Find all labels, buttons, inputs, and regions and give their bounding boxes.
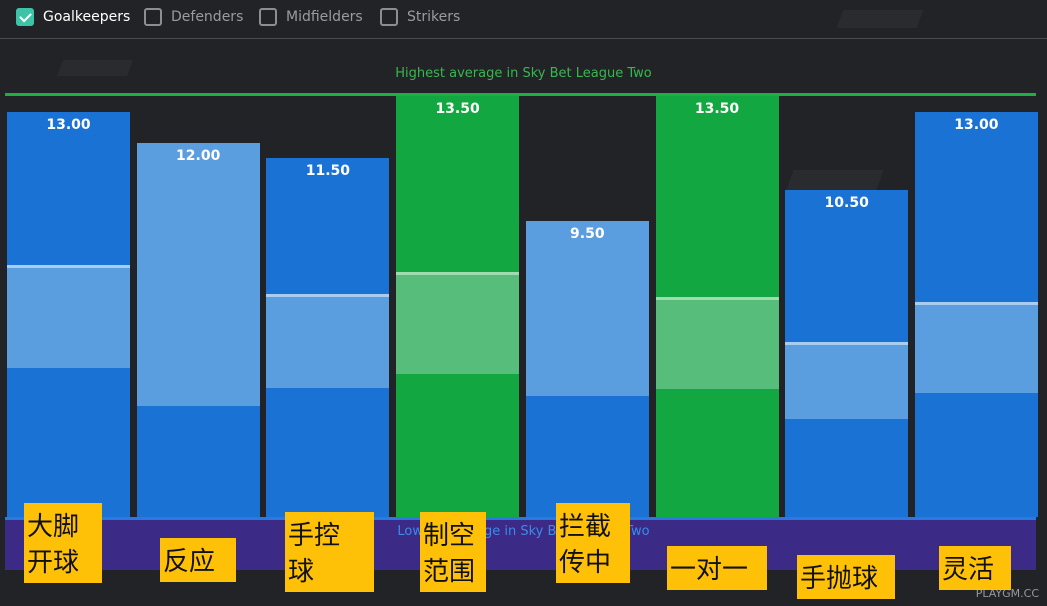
bar-6[interactable]: 13.50: [655, 96, 779, 517]
position-filter-bar: Goalkeepers Defenders Midfielders Strike…: [0, 0, 1047, 39]
bar-separator: [7, 264, 130, 268]
bar-top-segment: [7, 111, 130, 265]
attribute-label-line: 一对一: [670, 555, 749, 585]
bar-mid-segment: [655, 297, 779, 389]
attribute-label-4: 制空 范围: [420, 512, 486, 592]
filter-strikers[interactable]: Strikers: [380, 6, 460, 28]
bar-mid-segment: [7, 264, 130, 368]
bar-base-segment: [525, 396, 649, 517]
bar-separator: [396, 272, 520, 275]
bar-mid-segment: [266, 293, 390, 388]
bar-mid-segment: [785, 341, 909, 419]
bar-8[interactable]: 13.00: [914, 111, 1038, 517]
bar-top-segment: [266, 158, 390, 294]
filter-label: Midfielders: [286, 9, 363, 25]
bar-3[interactable]: 11.50: [266, 158, 390, 517]
attribute-label-line: 反应: [163, 547, 216, 577]
checkbox-icon[interactable]: [259, 8, 277, 26]
checkbox-icon[interactable]: [144, 8, 162, 26]
highest-average-line: [5, 93, 1036, 96]
bar-value-label: 13.50: [694, 101, 740, 117]
checkbox-icon[interactable]: [380, 8, 398, 26]
filter-midfielders[interactable]: Midfielders: [259, 6, 363, 28]
checkbox-checked-icon[interactable]: [16, 8, 34, 26]
bar-value-label: 13.00: [46, 116, 91, 133]
attribute-label-8: 灵活: [939, 546, 1011, 590]
bar-1[interactable]: 13.00: [7, 111, 130, 517]
bar-2[interactable]: 12.00: [136, 142, 260, 517]
bar-separator: [914, 301, 1038, 305]
attribute-label-2: 反应: [160, 538, 236, 582]
attribute-label-line: 灵活: [942, 555, 995, 585]
bar-base-segment: [136, 406, 260, 517]
bar-top-segment: [396, 96, 520, 272]
bar-base-segment: [7, 367, 130, 517]
bar-separator: [785, 341, 909, 345]
bar-value-label: 13.50: [435, 101, 480, 117]
bar-separator: [655, 297, 779, 300]
attribute-label-7: 手抛球: [797, 555, 895, 599]
lowest-average-label: Lowest average in Sky Bet League Two: [397, 524, 650, 539]
bar-base-segment: [914, 392, 1038, 517]
bar-top-segment: [914, 111, 1038, 302]
filter-label: Goalkeepers: [43, 9, 131, 25]
attribute-label-line: 球: [288, 557, 315, 587]
bar-base-segment: [655, 389, 779, 517]
filter-label: Strikers: [407, 9, 461, 25]
watermark: PLAYGM.CC: [975, 587, 1039, 600]
bar-base-segment: [785, 418, 909, 517]
lowest-average-line: [5, 517, 1036, 520]
attribute-label-line: 拦截: [559, 512, 612, 542]
bar-5[interactable]: 9.50: [525, 220, 649, 517]
bar-value-label: 11.50: [305, 163, 351, 180]
bar-value-label: 10.50: [824, 194, 869, 211]
highest-average-label: Highest average in Sky Bet League Two: [395, 66, 652, 81]
attribute-label-6: 一对一: [667, 546, 767, 590]
bar-value-label: 9.50: [570, 225, 605, 242]
bar-4[interactable]: 13.50: [396, 96, 520, 517]
bar-mid-segment: [396, 272, 520, 374]
bar-separator: [266, 293, 390, 297]
filter-goalkeepers[interactable]: Goalkeepers: [16, 6, 130, 28]
bar-mid-segment: [136, 142, 260, 406]
bar-base-segment: [266, 387, 390, 517]
bar-mid-segment: [914, 301, 1038, 393]
attribute-label-line: 大脚: [27, 512, 80, 542]
attribute-label-line: 范围: [423, 557, 476, 587]
bar-top-segment: [655, 96, 779, 297]
filter-label: Defenders: [171, 9, 244, 25]
bg-stripe: [786, 170, 884, 190]
bar-value-label: 12.00: [176, 147, 221, 164]
bar-base-segment: [396, 374, 520, 517]
attribute-label-line: 手抛球: [800, 564, 879, 594]
attribute-label-5: 拦截 传中: [556, 503, 630, 583]
filter-defenders[interactable]: Defenders: [144, 6, 243, 28]
attribute-label-line: 制空: [423, 521, 476, 551]
attribute-label-line: 手控: [288, 521, 341, 551]
bar-7[interactable]: 10.50: [785, 189, 909, 517]
attribute-label-1: 大脚 开球: [24, 503, 102, 583]
attribute-label-line: 传中: [559, 548, 612, 578]
bar-mid-segment: [525, 220, 649, 396]
attribute-label-line: 开球: [27, 548, 80, 578]
attribute-label-3: 手控球: [285, 512, 374, 592]
bar-value-label: 13.00: [954, 116, 999, 133]
bar-top-segment: [785, 189, 909, 342]
